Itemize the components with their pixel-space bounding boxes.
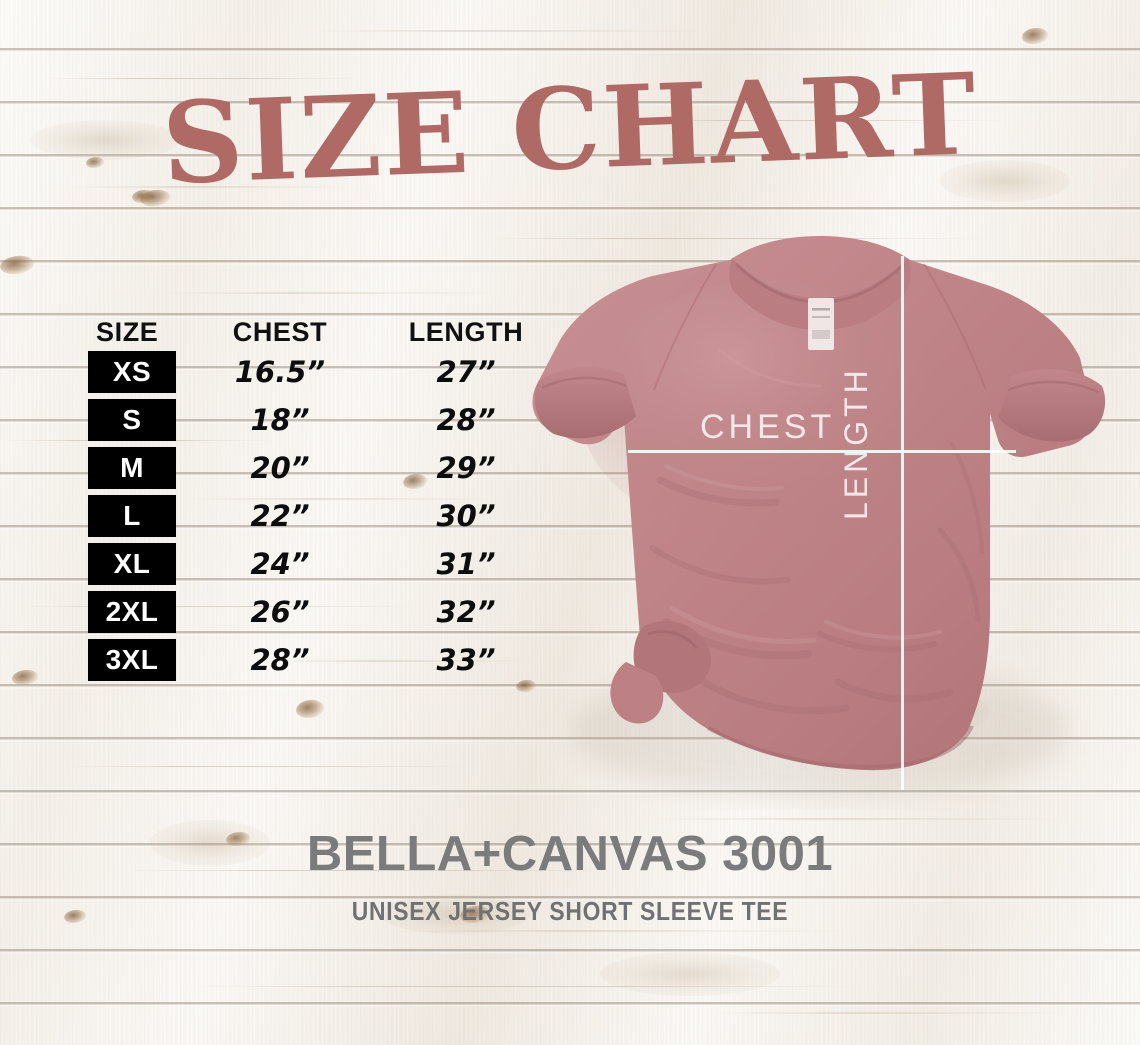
size-cell: M (88, 447, 184, 489)
product-subtitle: UNISEX JERSEY SHORT SLEEVE TEE (351, 896, 789, 926)
chest-value: 22” (250, 498, 310, 533)
size-cell: 3XL (88, 639, 184, 681)
size-cell: 2XL (88, 591, 184, 633)
chest-value: 24” (250, 546, 310, 581)
size-cell: XL (88, 543, 184, 585)
chest-value: 28” (250, 642, 310, 677)
table-row: S 18” 28” (88, 396, 558, 444)
table-row: M 20” 29” (88, 444, 558, 492)
table-row: XL 24” 31” (88, 540, 558, 588)
size-chart-table: SIZE CHEST LENGTH XS 16.5” 27” S 18” 28”… (88, 306, 558, 684)
length-value: 28” (436, 402, 496, 437)
length-value: 27” (436, 354, 496, 389)
size-badge: 2XL (88, 591, 176, 633)
table-row: XS 16.5” 27” (88, 348, 558, 396)
size-badge: XS (88, 351, 176, 393)
size-cell: L (88, 495, 184, 537)
size-badge: S (88, 399, 176, 441)
size-badge: L (88, 495, 176, 537)
table-row: 2XL 26” 32” (88, 588, 558, 636)
chest-value: 26” (250, 594, 310, 629)
column-header-chest: CHEST (232, 317, 328, 347)
chest-value: 16.5” (234, 354, 326, 389)
size-badge: M (88, 447, 176, 489)
size-badge: XL (88, 543, 176, 585)
length-value: 31” (436, 546, 496, 581)
brand-name: BELLA+CANVAS 3001 (306, 827, 834, 881)
column-header-length: LENGTH (408, 317, 524, 347)
size-badge: 3XL (88, 639, 176, 681)
table-row: L 22” 30” (88, 492, 558, 540)
size-cell: XS (88, 351, 184, 393)
table-header-row: SIZE CHEST LENGTH (88, 306, 558, 348)
column-header-size: SIZE (96, 317, 159, 347)
table-row: 3XL 28” 33” (88, 636, 558, 684)
length-value: 33” (436, 642, 496, 677)
chest-value: 18” (250, 402, 310, 437)
length-value: 29” (436, 450, 496, 485)
chest-value: 20” (250, 450, 310, 485)
length-value: 30” (436, 498, 496, 533)
length-value: 32” (436, 594, 496, 629)
size-cell: S (88, 399, 184, 441)
tshirt-product-image (520, 230, 1120, 810)
